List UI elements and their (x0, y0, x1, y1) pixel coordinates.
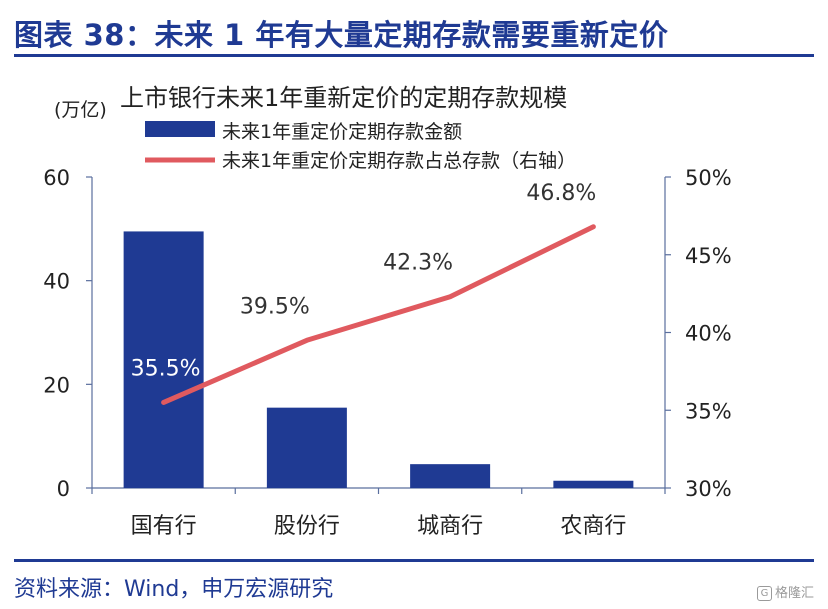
watermark-text: 格隆汇 (774, 586, 814, 601)
y-right-tick-label: 50% (685, 166, 732, 190)
figure-title: 图表 38：未来 1 年有大量定期存款需要重新定价 (14, 18, 669, 52)
x-tick-label: 股份行 (274, 514, 340, 539)
legend-line-label: 未来1年重定价定期存款占总存款（右轴） (222, 150, 576, 172)
y-left-tick-label: 20 (43, 373, 70, 397)
x-tick-label: 国有行 (131, 514, 197, 539)
y-unit-label: (万亿) (54, 99, 107, 121)
bar (266, 407, 347, 488)
bar (410, 464, 491, 488)
watermark-logo-icon: G (756, 586, 772, 601)
plot-area: 0 20 40 60 30% 35% 40% 45% 50% 国有行 股份行 城商行 农商行 35.5% 3… (43, 166, 731, 539)
y-left-tick-label: 60 (43, 166, 70, 190)
y-right-tick-label: 45% (685, 244, 732, 268)
bar (553, 480, 634, 488)
y-left-tick-label: 40 (43, 270, 70, 294)
line-series (161, 224, 596, 405)
y-right-tick-label: 40% (685, 322, 732, 346)
data-label: 42.3% (383, 251, 453, 276)
x-tick-label: 农商行 (560, 514, 626, 539)
bar (123, 231, 204, 489)
source-rule (14, 559, 814, 562)
y-left-tick-label: 0 (57, 477, 70, 501)
data-label: 39.5% (240, 294, 310, 319)
chart: 上市银行未来1年重新定价的定期存款规模 (万亿) 未来1年重定价定期存款金额 未… (43, 84, 731, 539)
watermark: G 格隆汇 (756, 582, 814, 601)
x-tick-label: 城商行 (417, 514, 483, 539)
source-note: 资料来源：Wind，申万宏源研究 (14, 577, 334, 602)
chart-title: 上市银行未来1年重新定价的定期存款规模 (120, 84, 567, 112)
y-right-tick-label: 30% (685, 477, 732, 501)
legend-bar-label: 未来1年重定价定期存款金额 (222, 121, 462, 143)
legend-bar-swatch (145, 121, 215, 137)
y-right-tick-label: 35% (685, 399, 732, 423)
data-label: 35.5% (131, 356, 201, 381)
data-label: 46.8% (526, 181, 596, 206)
title-rule (14, 54, 814, 57)
